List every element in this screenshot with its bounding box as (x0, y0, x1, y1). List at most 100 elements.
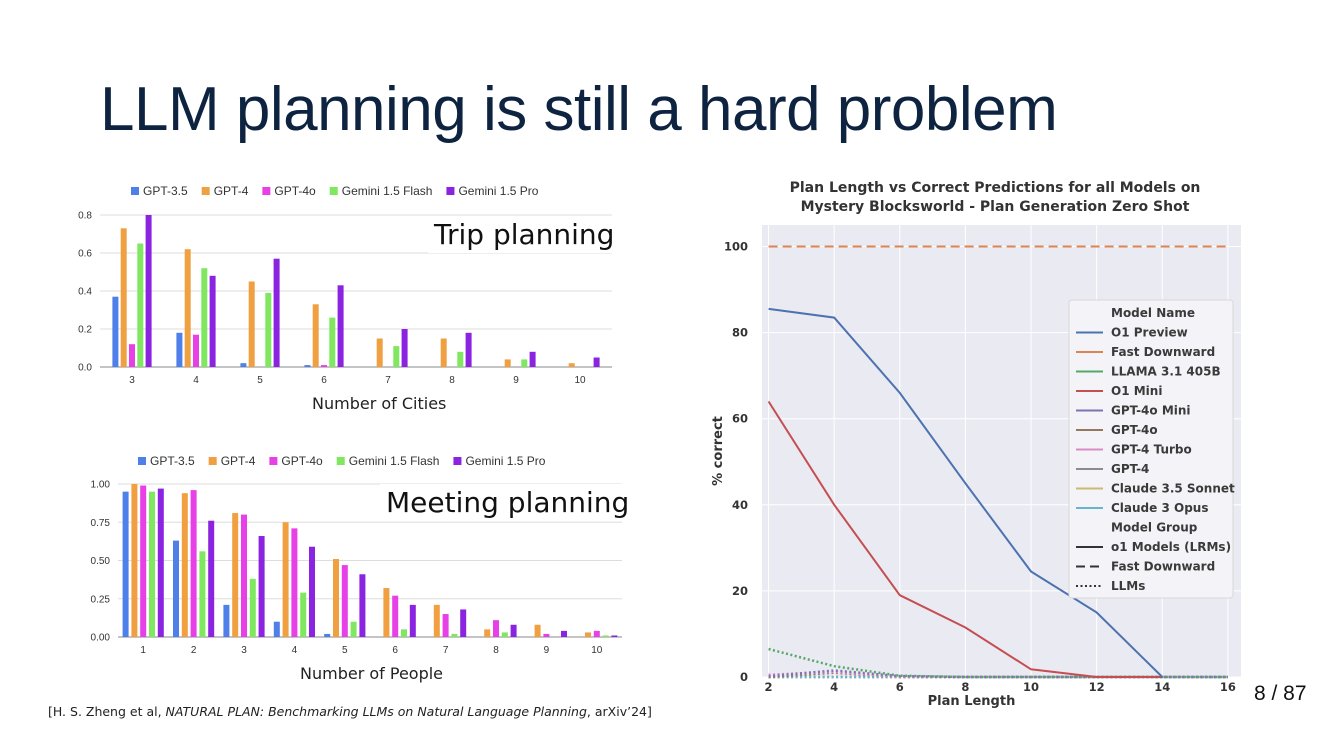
y-tick-label: 0.2 (78, 325, 92, 336)
y-tick-label: 0.0 (78, 363, 92, 374)
y-tick-label: 1.00 (91, 480, 111, 491)
bar-6-1 (433, 604, 440, 637)
y-tick-label: 0.25 (91, 594, 111, 605)
legend-label-0: GPT-3.5 (143, 184, 188, 198)
legend-label-1: GPT-4 (221, 454, 256, 468)
x-tick-label: 5 (342, 645, 348, 656)
bar-0-3 (137, 243, 144, 367)
bar-1-0 (173, 540, 179, 637)
bar-1-1 (184, 249, 191, 367)
bar-4-3 (393, 346, 400, 367)
x-tick-label: 1 (140, 645, 146, 656)
x-tick-label: 4 (292, 645, 298, 656)
x-tick-label: 7 (443, 645, 449, 656)
legend-swatch-2 (269, 457, 278, 465)
bar-5-2 (392, 595, 399, 637)
x-tick-label: 16 (1220, 680, 1236, 694)
x-tick-label: 6 (896, 680, 904, 694)
bar-4-1 (376, 338, 383, 367)
bar-4-4 (401, 329, 408, 367)
bar-2-0 (240, 363, 247, 367)
bar-6-3 (451, 633, 458, 637)
bar-0-3 (149, 491, 155, 637)
x-tick-label: 14 (1154, 680, 1170, 694)
x-tick-label: 6 (321, 375, 327, 386)
bar-2-4 (258, 536, 265, 637)
bar-3-1 (312, 304, 319, 367)
bar-0-4 (157, 488, 164, 637)
bar-6-2 (442, 614, 449, 637)
legend-swatch-3 (336, 457, 345, 465)
legend-label-3: Gemini 1.5 Flash (349, 454, 440, 468)
series-line-0 (768, 307, 1164, 678)
legend-label-2: GPT-4o (281, 454, 323, 468)
bar-2-3 (265, 292, 272, 367)
series-line-2 (768, 647, 1228, 679)
y-tick-label: 20 (732, 584, 748, 598)
x-tick-label: 3 (241, 645, 247, 656)
trip-x-axis-title: Number of Cities (312, 394, 447, 413)
bar-7-2 (493, 620, 499, 637)
y-tick-label: 0.75 (91, 518, 111, 529)
bar-5-4 (409, 604, 416, 637)
bar-9-3 (602, 635, 609, 637)
chart-title-line-2: Mystery Blocksworld - Plan Generation Ze… (801, 199, 1190, 215)
x-tick-label: 2 (765, 680, 773, 694)
legend-entry-8: Claude 3.5 Sonnet (1111, 482, 1235, 496)
x-tick-label: 2 (191, 645, 197, 656)
bar-9-1 (585, 632, 591, 637)
trip-planning-chart: GPT-3.5 GPT-4 GPT-4o Gemini 1.5 Flash Gemini… (78, 184, 612, 386)
x-tick-label: 10 (591, 645, 603, 656)
legend-entry-4: GPT-4o Mini (1111, 404, 1191, 418)
trip-planning-label: Trip planning (428, 216, 621, 253)
page-number: 8 / 87 (1254, 682, 1307, 705)
y-tick-label: 80 (732, 326, 748, 340)
bar-7-1 (568, 363, 575, 367)
bar-9-2 (593, 630, 600, 637)
bar-5-3 (401, 629, 407, 637)
legend-title: Model Name (1111, 306, 1195, 320)
bar-1-3 (201, 268, 208, 367)
legend-group-title: Model Group (1111, 521, 1198, 535)
bar-3-4 (337, 285, 344, 367)
bar-5-4 (465, 332, 472, 367)
bar-1-4 (209, 275, 216, 367)
citation-prefix: [H. S. Zheng et al, (48, 704, 166, 719)
series-line-5 (768, 671, 1228, 679)
x-tick-label: 4 (193, 375, 199, 386)
legend-label-4: Gemini 1.5 Pro (458, 184, 538, 198)
bar-1-4 (208, 520, 215, 637)
x-tick-label: 3 (129, 375, 135, 386)
slide-title: LLM planning is still a hard problem (100, 75, 1058, 144)
x-tick-label: 8 (449, 375, 455, 386)
citation-title: NATURAL PLAN: Benchmarking LLMs on Natur… (165, 704, 587, 719)
legend-swatch-1 (201, 187, 210, 195)
bar-6-4 (460, 609, 467, 637)
legend-entry-7: GPT-4 (1111, 462, 1149, 476)
bar-0-2 (129, 344, 135, 367)
bar-2-4 (273, 258, 280, 367)
x-axis-title: Plan Length (928, 694, 1016, 709)
bar-4-2 (341, 565, 348, 637)
bar-2-2 (241, 514, 247, 637)
bar-3-2 (291, 528, 298, 637)
legend-entry-5: GPT-4o (1111, 423, 1158, 437)
bar-4-3 (350, 621, 357, 637)
bar-7-3 (501, 632, 508, 637)
bar-9-4 (611, 635, 618, 637)
bar-5-1 (440, 338, 447, 367)
legend-box (1068, 299, 1234, 599)
legend-swatch-2 (262, 187, 271, 195)
y-tick-label: 0 (740, 670, 748, 684)
bar-3-0 (304, 365, 311, 367)
legend-group-entry-2: LLMs (1111, 579, 1145, 593)
bar-0-2 (140, 485, 147, 637)
bar-6-3 (521, 359, 528, 367)
bar-6-1 (504, 359, 511, 367)
bar-2-1 (248, 281, 255, 367)
x-tick-label: 5 (257, 375, 263, 386)
citation-suffix: , arXiv’24] (586, 704, 652, 719)
bar-7-1 (484, 629, 491, 637)
y-axis-title: % correct (711, 416, 726, 486)
bar-7-4 (510, 624, 517, 637)
